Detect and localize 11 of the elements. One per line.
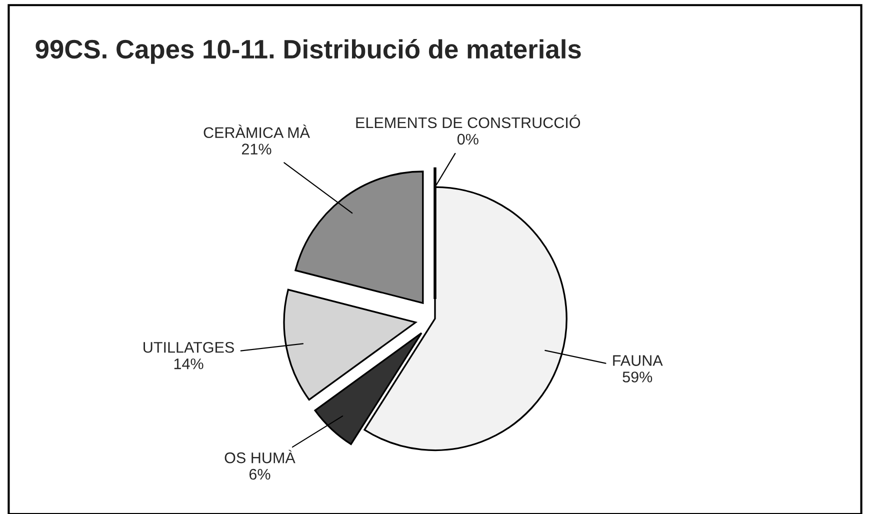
data-label: 21% [242,144,272,154]
data-label: 59% [622,372,652,382]
text: 0% [457,134,478,145]
slice-label: UTILLATGES [144,342,234,353]
slice-label: OS HUMÀ [224,450,296,464]
chart-title: 99CS. Capes 10-11. Distribució de materials [36,38,581,64]
category-label: ELEMENTS DE CONSTRUCCIÓ [356,114,580,128]
data-label: 6% [249,468,270,480]
data-label: 14% [174,358,204,370]
slice-label: FAUNA [613,355,663,366]
slice-label: CERÀMICA MÀ [204,124,310,138]
